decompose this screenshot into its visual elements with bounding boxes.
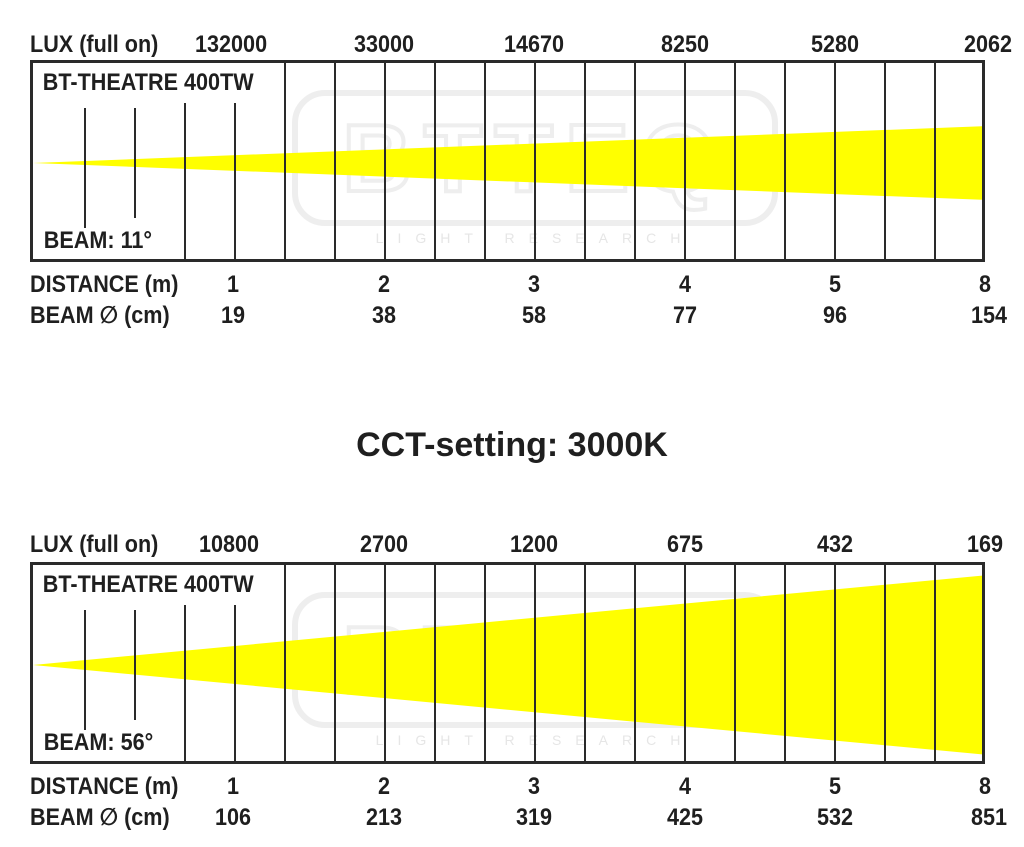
distance-value-2: 2 xyxy=(378,273,390,297)
distance-value-3: 3 xyxy=(528,775,540,799)
distance-value-4: 4 xyxy=(679,775,691,799)
diameter-value-4: 425 xyxy=(667,806,703,830)
distance-value-3: 3 xyxy=(528,273,540,297)
lux-value-2: 33000 xyxy=(354,33,414,57)
distance-value-6: 8 xyxy=(979,273,991,297)
distance-value-5: 5 xyxy=(829,273,841,297)
lux-value-6: 2062 xyxy=(964,33,1012,57)
diameter-value-2: 213 xyxy=(366,806,402,830)
lux-value-5: 5280 xyxy=(811,33,859,57)
diameter-value-5: 532 xyxy=(817,806,853,830)
distance-value-5: 5 xyxy=(829,775,841,799)
distance-label: DISTANCE (m) xyxy=(30,273,178,297)
distance-value-1: 1 xyxy=(227,273,239,297)
lux-value-2: 2700 xyxy=(360,533,408,557)
diameter-label: BEAM ∅ (cm) xyxy=(30,806,170,830)
distance-value-4: 4 xyxy=(679,273,691,297)
beam-angle-label: BEAM: 11° xyxy=(42,229,154,253)
diameter-value-5: 96 xyxy=(823,304,847,328)
lux-label: LUX (full on) xyxy=(30,33,158,57)
lux-value-4: 8250 xyxy=(661,33,709,57)
lux-label: LUX (full on) xyxy=(30,533,158,557)
distance-label: DISTANCE (m) xyxy=(30,775,178,799)
lux-value-3: 1200 xyxy=(510,533,558,557)
lux-value-1: 10800 xyxy=(199,533,259,557)
lux-value-1: 132000 xyxy=(195,33,267,57)
distance-value-6: 8 xyxy=(979,775,991,799)
diameter-value-2: 38 xyxy=(372,304,396,328)
diameter-value-6: 851 xyxy=(971,806,1007,830)
diameter-label: BEAM ∅ (cm) xyxy=(30,304,170,328)
model-name: BT-THEATRE 400TW xyxy=(41,573,255,597)
diameter-value-3: 58 xyxy=(522,304,546,328)
beam-diagram-box: BTTEQ LIGHT RESEARCH xyxy=(30,562,985,764)
lux-value-3: 14670 xyxy=(504,33,564,57)
beam-diagram-box: BTTEQ LIGHT RESEARCH xyxy=(30,60,985,262)
diameter-value-1: 19 xyxy=(221,304,245,328)
lux-value-5: 432 xyxy=(817,533,853,557)
model-name: BT-THEATRE 400TW xyxy=(41,71,255,95)
diameter-value-3: 319 xyxy=(516,806,552,830)
beam-angle-label: BEAM: 56° xyxy=(42,731,155,755)
diameter-value-1: 106 xyxy=(215,806,251,830)
diameter-value-4: 77 xyxy=(673,304,697,328)
lux-value-6: 169 xyxy=(967,533,1003,557)
distance-value-1: 1 xyxy=(227,775,239,799)
diameter-value-6: 154 xyxy=(971,304,1007,328)
distance-value-2: 2 xyxy=(378,775,390,799)
lux-value-4: 675 xyxy=(667,533,703,557)
cct-setting-heading: CCT-setting: 3000K xyxy=(0,428,1024,462)
